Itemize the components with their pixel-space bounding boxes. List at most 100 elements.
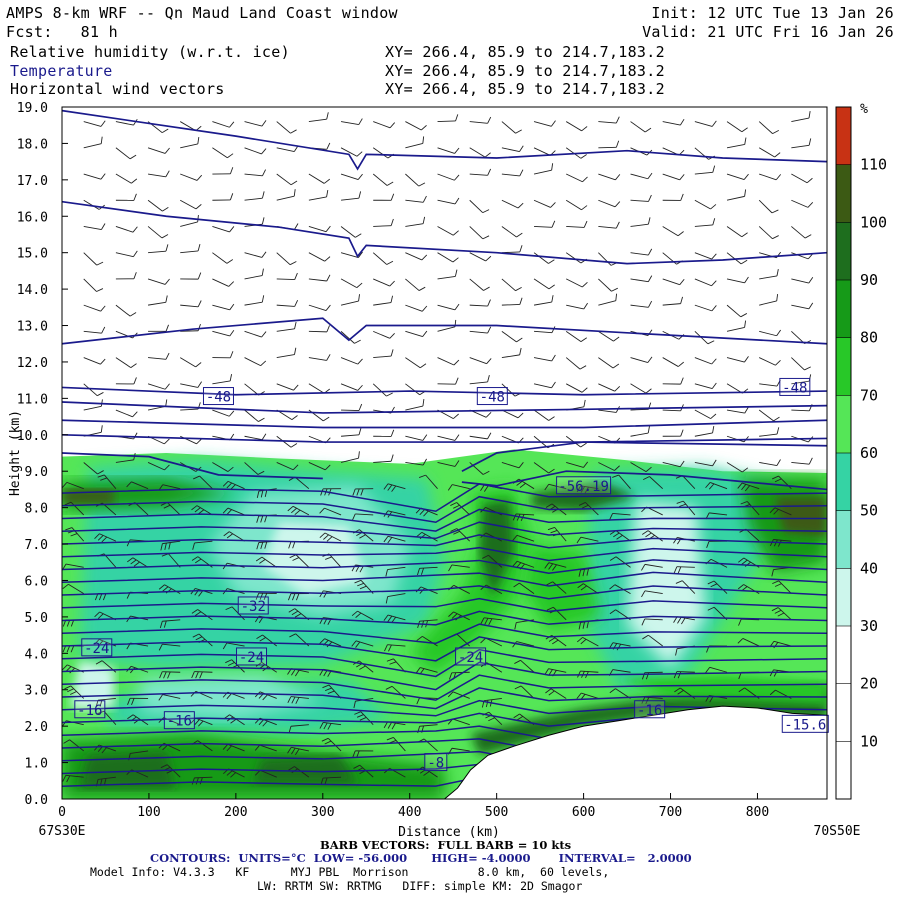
wind-barb — [576, 536, 599, 544]
barb-feather — [129, 667, 136, 674]
barb-feather — [808, 457, 813, 465]
barb-feather — [447, 484, 453, 491]
barb-feather — [419, 533, 426, 540]
y-tick-label: 10.0 — [17, 429, 48, 444]
barb-feather — [324, 740, 332, 745]
barb-feather — [357, 173, 363, 180]
wind-barb — [115, 226, 138, 233]
barb-feather — [101, 326, 106, 334]
barb-feather — [580, 585, 587, 591]
contour-label: -24 — [236, 647, 268, 666]
contour-label: -56.19 — [556, 476, 612, 495]
barb-staff — [483, 698, 502, 702]
wind-barb — [737, 482, 760, 492]
temperature-contour — [62, 109, 827, 171]
barb-staff — [516, 534, 535, 542]
temperature-contour — [62, 674, 827, 701]
barb-staff — [501, 226, 517, 238]
wind-barb — [160, 540, 181, 551]
barb-feather — [675, 580, 683, 584]
barb-feather — [450, 528, 458, 532]
barb-staff — [103, 710, 117, 725]
barb-feather — [548, 563, 554, 570]
barb-feather — [454, 460, 460, 467]
barb-staff — [180, 143, 198, 149]
barb-feather — [383, 721, 389, 729]
barb-staff — [552, 581, 567, 594]
temperature-contour — [62, 534, 827, 549]
wind-barb — [726, 406, 749, 414]
wind-barb — [340, 191, 362, 201]
wind-barb — [320, 776, 342, 785]
barb-feather — [453, 359, 460, 366]
contour-label-text: -48 — [782, 380, 807, 396]
barb-feather — [422, 195, 427, 203]
barb-feather — [133, 432, 138, 440]
barb-staff — [791, 173, 808, 184]
wind-barb — [385, 685, 406, 699]
barb-staff — [694, 147, 709, 160]
barb-feather — [452, 257, 459, 263]
barb-feather — [100, 425, 103, 433]
barb-staff — [180, 173, 198, 181]
barb-staff — [469, 147, 486, 158]
temperature-contour — [62, 636, 827, 662]
barb-feather — [582, 176, 588, 183]
contour-label-text: -32 — [241, 599, 266, 615]
barb-feather — [647, 356, 653, 363]
wind-barb — [405, 121, 427, 131]
barb-staff — [115, 226, 134, 233]
barb-staff — [648, 634, 663, 647]
wind-barb — [405, 173, 426, 187]
y-tick-label: 15.0 — [17, 247, 48, 262]
barb-feather — [261, 295, 265, 303]
barb-staff — [83, 462, 98, 475]
barb-staff — [387, 483, 406, 490]
barb-feather — [70, 533, 78, 537]
contour-label-box — [781, 714, 829, 733]
barb-feather — [454, 303, 460, 311]
barb-staff — [340, 457, 359, 463]
wind-barb — [115, 272, 137, 280]
barb-feather — [548, 669, 553, 676]
barb-staff — [83, 121, 102, 127]
barb-feather — [291, 747, 296, 755]
barb-feather — [264, 515, 268, 523]
wind-barb — [340, 251, 363, 258]
barb-staff — [662, 173, 680, 181]
wind-barb — [62, 774, 84, 783]
barb-staff — [566, 173, 583, 183]
barb-feather — [675, 648, 678, 656]
temperature-contour — [62, 317, 827, 345]
barb-feather — [227, 153, 234, 159]
barb-feather — [389, 661, 397, 665]
wind-barb — [97, 710, 117, 725]
wind-barb — [437, 357, 460, 366]
wind-barb — [576, 485, 599, 494]
wind-barb — [418, 474, 438, 489]
barb-feather — [199, 777, 203, 785]
wind-barb — [276, 121, 297, 134]
wind-barb — [533, 295, 554, 306]
barb-feather — [226, 482, 233, 489]
barb-staff — [83, 143, 102, 149]
wind-barb — [759, 173, 782, 181]
wind-barb — [83, 357, 106, 365]
wind-barb — [276, 252, 297, 266]
barb-feather — [354, 579, 362, 584]
barb-staff — [469, 330, 488, 334]
barb-staff — [295, 554, 310, 568]
barb-staff — [70, 501, 85, 516]
barb-staff — [71, 527, 85, 542]
barb-feather — [197, 136, 200, 145]
barb-feather — [127, 714, 134, 720]
contour-label-box — [476, 387, 508, 406]
contour-label-box — [202, 387, 234, 406]
wind-barb — [598, 278, 618, 292]
barb-feather — [769, 689, 776, 696]
barb-feather — [777, 540, 782, 547]
barb-feather — [546, 581, 553, 586]
wind-barb — [212, 226, 235, 233]
wind-barb — [662, 429, 684, 437]
barb-feather — [775, 360, 781, 366]
